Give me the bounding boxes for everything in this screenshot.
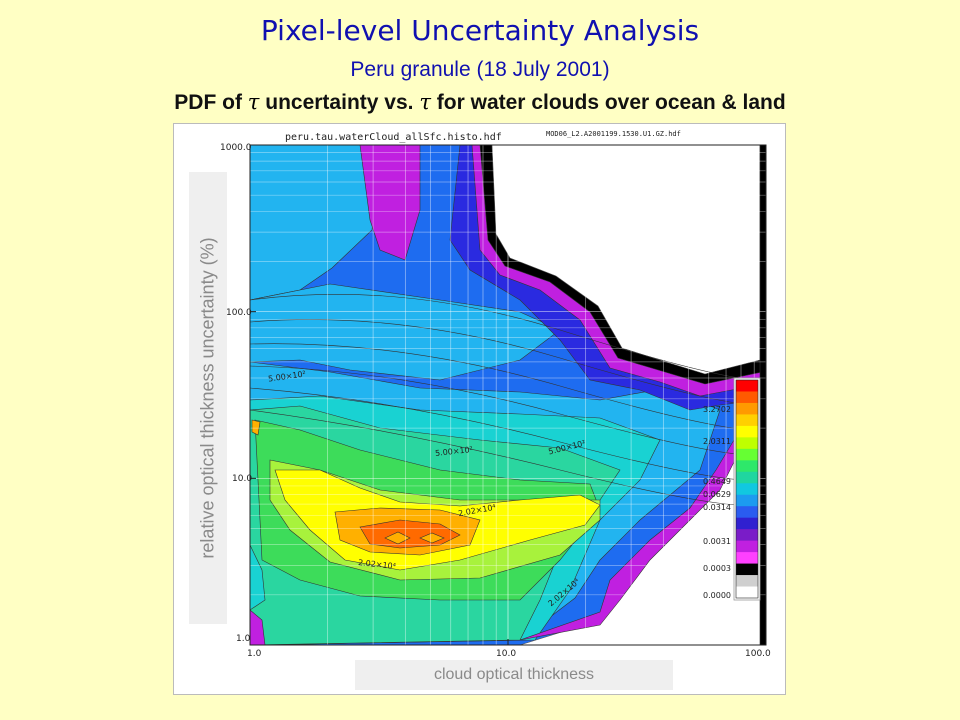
contour-region-right-edge	[759, 144, 767, 646]
colorbar-tick: 2.0311	[703, 437, 731, 446]
subtitle2-suffix: for water clouds over ocean & land	[436, 91, 786, 114]
colorbar-tick: 0.0629	[703, 490, 731, 499]
subtitle2-mid: uncertainty vs.	[265, 91, 414, 114]
y-axis-label: relative optical thickness uncertainty (…	[197, 237, 218, 559]
tau-symbol: τ	[419, 90, 431, 114]
x-tick-label: 10.0	[496, 649, 517, 659]
colorbar-tick: 0.0031	[703, 537, 731, 546]
contour-line	[249, 387, 761, 481]
subtitle2-prefix: PDF of	[174, 91, 242, 114]
x-tick-label: 1.0	[247, 649, 262, 659]
contour-region-core	[419, 532, 445, 544]
colorbar-swatch	[736, 563, 758, 576]
colorbar-swatch	[736, 471, 758, 484]
colorbar-swatch	[736, 437, 758, 450]
contour-line	[249, 343, 761, 431]
page-title: Pixel-level Uncertainty Analysis	[260, 14, 700, 47]
colorbar-tick: 0.0003	[703, 564, 731, 573]
contour-line	[249, 319, 761, 406]
x-tick-label: 100.0	[745, 649, 771, 659]
x-axis-label: cloud optical thickness	[433, 666, 595, 683]
y-tick-label: 10.0	[232, 474, 253, 484]
x-axis-label-background	[355, 660, 673, 690]
colorbar-swatch	[736, 575, 758, 588]
colorbar-swatch	[736, 483, 758, 496]
colorbar-swatch	[736, 540, 758, 553]
y-axis-label-background	[189, 172, 227, 624]
contour-region-core	[384, 531, 411, 545]
colorbar-tick: 0.4649	[703, 477, 731, 486]
granule-file-name: MOD06_L2.A2001199.1530.U1.GZ.hdf	[546, 130, 681, 138]
contour-region-edge	[251, 419, 261, 436]
y-tick-label: 1.0	[236, 634, 251, 644]
colorbar-tick: 3.2702	[703, 405, 731, 414]
tau-symbol: τ	[247, 90, 260, 114]
colorbar-swatch	[736, 506, 758, 519]
page-subtitle: Peru granule (18 July 2001)	[350, 58, 610, 81]
colorbar-swatch	[736, 494, 758, 507]
colorbar-swatch	[736, 517, 758, 530]
colorbar-swatch	[736, 425, 758, 438]
colorbar-swatch	[736, 391, 758, 404]
colorbar-swatch	[736, 380, 758, 392]
colorbar-tick: 0.0314	[703, 503, 731, 512]
chart-description: PDF of τ uncertainty vs. τ for water clo…	[0, 90, 960, 115]
grid	[249, 144, 767, 646]
colorbar-tick: 0.0000	[703, 591, 731, 600]
colorbar-outline	[735, 379, 759, 599]
y-tick-label: 1000.0	[220, 143, 252, 153]
colorbar-swatch	[736, 529, 758, 542]
colorbar-swatch	[736, 448, 758, 461]
colorbar-swatch	[736, 402, 758, 415]
contour-line	[249, 409, 761, 506]
colorbar-swatch	[736, 414, 758, 427]
contour-region-lightblue	[249, 283, 561, 381]
colorbar-swatch	[736, 586, 758, 599]
y-tick-label: 100.0	[226, 308, 252, 318]
contour-line	[249, 293, 761, 381]
colorbar-swatch	[736, 552, 758, 565]
contour-line	[249, 365, 761, 456]
colorbar-swatch	[736, 460, 758, 473]
plot-file-name: peru.tau.waterCloud_allSfc.histo.hdf	[285, 132, 502, 143]
